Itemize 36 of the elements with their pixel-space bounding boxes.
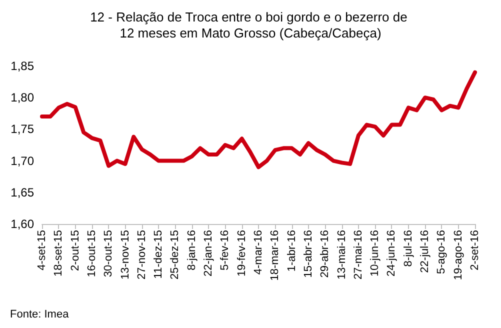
x-tick-label: 5-fev-16 xyxy=(219,230,232,270)
y-tick-label: 1,85 xyxy=(10,59,34,73)
x-tick-label: 16-out-15 xyxy=(86,230,98,278)
y-tick-label: 1,75 xyxy=(10,122,34,136)
x-tick-label: 27-nov-15 xyxy=(136,230,148,280)
source-note: Fonte: Imea xyxy=(10,308,70,320)
chart-title: 12 - Relação de Troca entre o boi gordo e o bezerro de 12 meses em Mato Grosso (Cabeça/Cabeça) xyxy=(90,10,411,40)
x-tick-label: 4-set-15 xyxy=(36,230,48,270)
x-tick-label: 30-out-15 xyxy=(102,230,115,278)
x-tick-label: 5-ago-16 xyxy=(436,230,448,274)
x-tick-label: 19-fev-16 xyxy=(236,230,248,276)
y-tick-label: 1,70 xyxy=(10,154,34,168)
x-tick-label: 29-abr-16 xyxy=(319,230,332,278)
y-tick-label: 1,60 xyxy=(10,217,34,231)
x-tick-label: 18-set-15 xyxy=(52,230,65,276)
x-tick-label: 2-out-15 xyxy=(69,230,82,271)
x-tick-label: 13-nov-15 xyxy=(119,230,132,280)
x-tick-label: 25-dez-15 xyxy=(169,230,182,280)
x-tick-label: 8-jul-16 xyxy=(402,230,414,267)
x-tick-label: 18-mar-16 xyxy=(269,230,282,281)
x-tick-label: 10-jun-16 xyxy=(369,230,382,276)
x-tick-label: 1-abr-16 xyxy=(286,230,298,272)
x-tick-label: 22-jan-16 xyxy=(202,230,215,276)
line-series xyxy=(40,70,477,170)
x-tick-label: 4-mar-16 xyxy=(252,230,264,275)
x-tick-label: 22-jul-16 xyxy=(419,230,432,273)
x-tick-label: 8-jan-16 xyxy=(186,230,198,270)
x-tick-label: 13-mai-16 xyxy=(336,230,348,280)
x-tick-label: 24-jun-16 xyxy=(386,230,398,276)
x-tick-label: 11-dez-15 xyxy=(152,230,165,279)
x-tick-label: 19-ago-16 xyxy=(452,230,464,280)
x-tick-label: 15-abr-16 xyxy=(302,230,314,278)
y-tick-label: 1,65 xyxy=(10,185,34,200)
x-tick-label: 2-set-16 xyxy=(469,230,481,270)
x-tick-label: 27-mai-16 xyxy=(352,230,364,280)
y-tick-label: 1,80 xyxy=(10,90,34,105)
